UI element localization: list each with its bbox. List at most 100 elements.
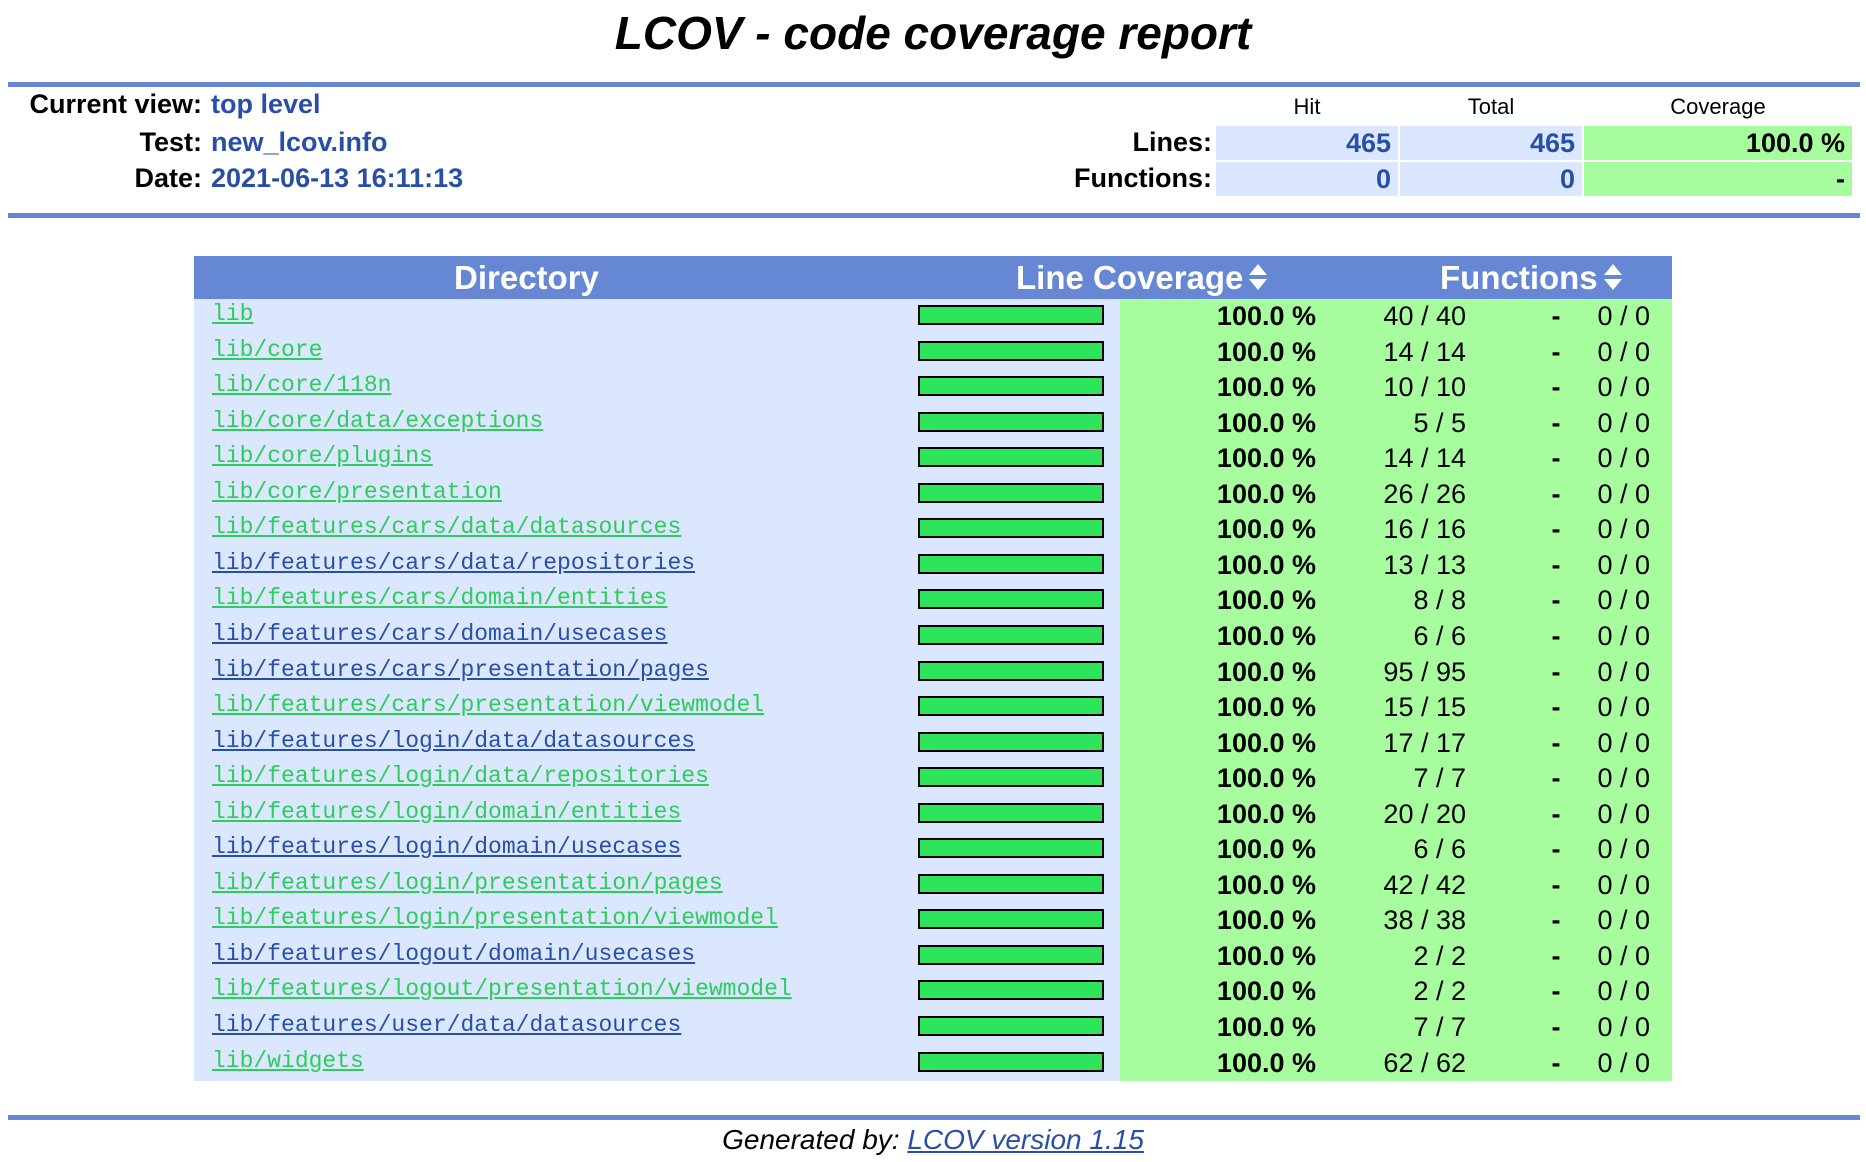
directory-link[interactable]: lib/features/cars/presentation/viewmodel (212, 692, 765, 719)
table-row: lib/core/118n 100.0 % 10 / 10 - 0 / 0 (194, 370, 1672, 406)
line-coverage-percent: 100.0 % (1216, 940, 1316, 971)
line-count: 26 / 26 (1383, 478, 1466, 509)
line-coverage-percent: 100.0 % (1216, 1012, 1316, 1042)
line-count: 5 / 5 (1413, 407, 1466, 438)
line-coverage-percent: 100.0 % (1216, 372, 1316, 403)
directory-link[interactable]: lib/features/user/data/datasources (212, 1012, 682, 1038)
functions-hit: 0 (1216, 162, 1398, 196)
directory-link[interactable]: lib/features/logout/domain/usecases (212, 940, 696, 967)
function-coverage-rate: - (1551, 514, 1561, 545)
line-coverage-percent: 100.0 % (1216, 407, 1316, 438)
function-coverage-rate: - (1551, 443, 1561, 474)
coverage-column-header: Coverage (1670, 94, 1766, 119)
table-header: Directory Line Coverage Functions (194, 256, 1672, 299)
function-count: 0 / 0 (1597, 549, 1650, 580)
functions-total: 0 (1400, 162, 1582, 196)
function-coverage-rate: - (1551, 585, 1561, 616)
line-count: 14 / 14 (1383, 336, 1466, 367)
table-row: lib/features/cars/domain/usecases 100.0 %… (194, 619, 1672, 655)
directory-link[interactable]: lib (212, 301, 254, 327)
directory-link[interactable]: lib/core/data/exceptions (212, 407, 544, 434)
summary-divider (8, 213, 1860, 218)
coverage-bar (918, 802, 1104, 823)
lines-total: 465 (1400, 126, 1582, 160)
directory-link[interactable]: lib/core/presentation (212, 478, 502, 505)
lines-hit: 465 (1216, 126, 1398, 160)
line-coverage-percent: 100.0 % (1216, 1047, 1316, 1078)
directory-link[interactable]: lib/features/login/data/repositories (212, 763, 709, 790)
lcov-version-link[interactable]: LCOV version 1.15 (907, 1124, 1144, 1155)
sort-icon[interactable] (1249, 264, 1268, 291)
directory-link[interactable]: lib/features/cars/domain/entities (212, 585, 668, 612)
directory-link[interactable]: lib/features/cars/presentation/pages (212, 656, 709, 683)
table-row: lib/widgets 100.0 % 62 / 62 - 0 / 0 (194, 1046, 1672, 1082)
directory-link[interactable]: lib/widgets (212, 1047, 364, 1074)
directory-link[interactable]: lib/features/login/presentation/viewmode… (212, 905, 778, 932)
table-row: lib/features/login/domain/entities 100.0 … (194, 797, 1672, 833)
directory-link[interactable]: lib/core (212, 336, 323, 363)
line-coverage-percent: 100.0 % (1216, 301, 1316, 331)
function-coverage-rate: - (1551, 727, 1561, 758)
function-count: 0 / 0 (1597, 407, 1650, 438)
coverage-bar (918, 980, 1104, 1001)
directory-link[interactable]: lib/core/118n (212, 372, 392, 399)
line-coverage-percent: 100.0 % (1216, 549, 1316, 580)
function-count: 0 / 0 (1597, 585, 1650, 616)
line-count: 6 / 6 (1413, 834, 1466, 865)
coverage-bar (918, 340, 1104, 361)
coverage-bar (918, 767, 1104, 788)
function-count: 0 / 0 (1597, 869, 1650, 900)
coverage-bar (918, 411, 1104, 432)
line-count: 8 / 8 (1413, 585, 1466, 616)
function-count: 0 / 0 (1597, 727, 1650, 758)
top-divider (8, 82, 1860, 87)
directory-link[interactable]: lib/features/login/domain/usecases (212, 834, 682, 861)
coverage-bar (918, 696, 1104, 717)
line-count: 10 / 10 (1383, 372, 1466, 403)
directory-link[interactable]: lib/features/cars/domain/usecases (212, 620, 668, 647)
function-coverage-rate: - (1551, 372, 1561, 403)
functions-column-header[interactable]: Functions (1440, 256, 1622, 299)
directory-link[interactable]: lib/core/plugins (212, 443, 433, 470)
line-coverage-column-header[interactable]: Line Coverage (1016, 256, 1268, 299)
line-coverage-percent: 100.0 % (1216, 585, 1316, 616)
current-view-label: Current view: (29, 89, 202, 119)
line-count: 13 / 13 (1383, 549, 1466, 580)
table-row: lib/features/login/presentation/pages 100… (194, 868, 1672, 904)
function-count: 0 / 0 (1597, 336, 1650, 367)
directory-link[interactable]: lib/features/login/presentation/pages (212, 869, 723, 896)
function-count: 0 / 0 (1597, 940, 1650, 971)
date-label: Date: (134, 163, 202, 193)
function-coverage-rate: - (1551, 336, 1561, 367)
directory-link[interactable]: lib/features/cars/data/repositories (212, 549, 696, 576)
line-coverage-percent: 100.0 % (1216, 976, 1316, 1007)
coverage-bar (918, 376, 1104, 397)
directory-link[interactable]: lib/features/cars/data/datasources (212, 514, 682, 541)
summary-header: Current view: top level Test: new_lcov.i… (8, 89, 1860, 201)
directory-link[interactable]: lib/features/login/data/datasources (212, 727, 696, 754)
date-value: 2021-06-13 16:11:13 (211, 163, 464, 193)
coverage-bar (918, 447, 1104, 468)
coverage-bar (918, 624, 1104, 645)
line-coverage-percent: 100.0 % (1216, 336, 1316, 367)
line-coverage-percent: 100.0 % (1216, 514, 1316, 545)
coverage-bar (918, 305, 1104, 325)
function-count: 0 / 0 (1597, 372, 1650, 403)
function-count: 0 / 0 (1597, 905, 1650, 936)
directory-link[interactable]: lib/features/logout/presentation/viewmod… (212, 976, 792, 1003)
sort-icon[interactable] (1603, 264, 1622, 291)
line-coverage-label: Line Coverage (1016, 259, 1244, 296)
directory-link[interactable]: lib/features/login/domain/entities (212, 798, 682, 825)
function-count: 0 / 0 (1597, 834, 1650, 865)
coverage-bar (918, 482, 1104, 503)
function-count: 0 / 0 (1597, 798, 1650, 829)
coverage-bar (918, 838, 1104, 859)
table-row: lib/core/plugins 100.0 % 14 / 14 - 0 / 0 (194, 441, 1672, 477)
function-coverage-rate: - (1551, 798, 1561, 829)
function-count: 0 / 0 (1597, 656, 1650, 687)
function-coverage-rate: - (1551, 763, 1561, 794)
function-coverage-rate: - (1551, 869, 1561, 900)
table-row: lib/features/login/data/datasources 100.0… (194, 726, 1672, 762)
table-row: lib 100.0 % 40 / 40 - 0 / 0 (194, 299, 1672, 335)
function-coverage-rate: - (1551, 549, 1561, 580)
